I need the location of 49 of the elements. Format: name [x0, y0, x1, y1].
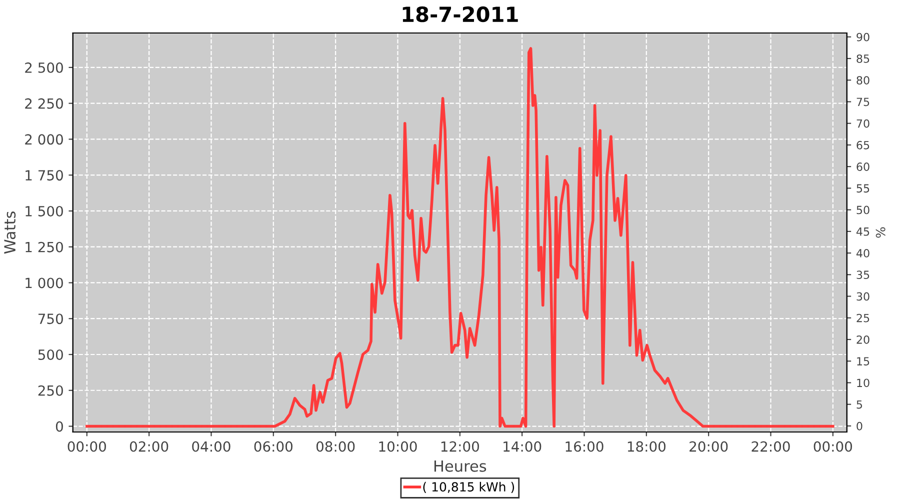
y2-tick-label: 55 — [856, 184, 870, 193]
y-tick-label: 1 250 — [26, 242, 63, 252]
y2-tick-label: 5 — [856, 400, 862, 409]
x-tick-label: 00:00 — [68, 441, 106, 452]
y2-tick-label: 85 — [856, 54, 870, 63]
x-tick-label: 10:00 — [379, 441, 417, 452]
y-tick-label: 0 — [56, 421, 63, 432]
x-tick-label: 18:00 — [628, 441, 666, 452]
y2-axis-title: % — [876, 227, 886, 238]
y2-tick-label: 20 — [856, 335, 870, 344]
y-tick-label: 500 — [38, 349, 63, 360]
x-tick-label: 16:00 — [566, 441, 604, 452]
y2-tick-label: 80 — [856, 76, 870, 84]
y2-tick-label: 65 — [856, 140, 870, 150]
y2-tick-label: 70 — [856, 119, 870, 128]
y2-tick-label: 25 — [856, 314, 870, 322]
y-axis-title: Watts — [4, 212, 16, 254]
line-series — [86, 47, 834, 428]
y2-tick-label: 45 — [856, 228, 870, 236]
y-tick-label: 2 250 — [25, 98, 63, 109]
x-axis-title: Heures — [434, 460, 486, 472]
x-tick-label: 22:00 — [752, 441, 790, 452]
y2-tick-label: 0 — [856, 422, 862, 430]
x-tick-label: 02:00 — [130, 441, 168, 452]
y-tick-label: 2 000 — [25, 134, 63, 145]
y2-tick-label: 15 — [857, 357, 870, 366]
y-tick-label: 1 750 — [26, 170, 63, 181]
y-tick-label: 1 000 — [26, 278, 63, 288]
legend-label: ( 10,815 kWh ) — [423, 482, 514, 494]
y2-tick-label: 90 — [856, 32, 870, 42]
y2-tick-label: 40 — [856, 249, 870, 258]
x-tick-label: 20:00 — [690, 441, 728, 452]
y2-tick-label: 35 — [856, 270, 870, 280]
chart-title: 18-7-2011 — [402, 6, 518, 22]
y-tick-label: 250 — [38, 385, 63, 396]
x-tick-label: 06:00 — [254, 441, 292, 452]
x-tick-label: 14:00 — [504, 441, 542, 452]
y2-tick-label: 60 — [856, 162, 870, 171]
y-tick-label: 1 500 — [26, 206, 63, 216]
x-tick-label: 12:00 — [441, 441, 479, 452]
y2-tick-label: 10 — [857, 378, 870, 388]
x-tick-label: 04:00 — [192, 441, 230, 452]
y2-tick-label: 50 — [856, 206, 870, 214]
y-tick-label: 2 500 — [25, 62, 63, 73]
y2-tick-label: 30 — [856, 292, 870, 301]
y2-tick-label: 75 — [856, 98, 870, 106]
x-tick-label: 08:00 — [316, 441, 355, 452]
y-tick-label: 750 — [38, 314, 63, 324]
x-tick-label: 00:00 — [814, 441, 852, 452]
